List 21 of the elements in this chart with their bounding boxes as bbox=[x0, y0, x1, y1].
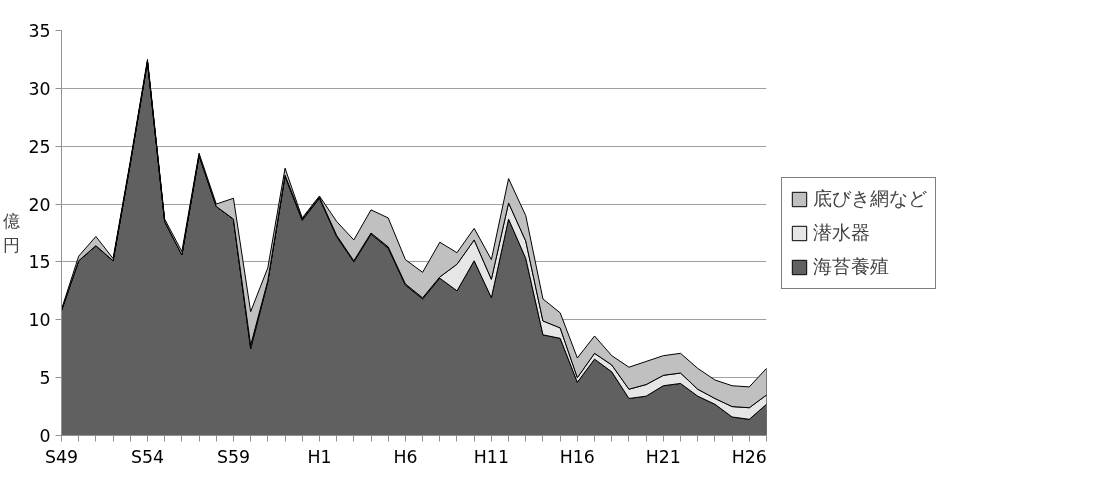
x-tick-label: H1 bbox=[307, 446, 332, 467]
x-tick-label: S54 bbox=[130, 446, 165, 467]
y-tick-label: 30 bbox=[28, 78, 51, 99]
legend-label: 潜水器 bbox=[813, 220, 870, 245]
y-tick-label: 35 bbox=[28, 21, 51, 41]
y-tick-label: 15 bbox=[28, 252, 51, 273]
x-tick-label: H16 bbox=[559, 446, 595, 467]
y-tick-label: 10 bbox=[28, 310, 51, 331]
x-tick-label: S49 bbox=[44, 446, 79, 467]
x-tick-label: H6 bbox=[393, 446, 418, 467]
x-tick-label: H21 bbox=[645, 446, 681, 467]
x-tick-label: H11 bbox=[473, 446, 509, 467]
legend-label: 海苔養殖 bbox=[813, 254, 889, 279]
y-axis-title: 億円 bbox=[3, 211, 21, 255]
y-tick-label: 20 bbox=[28, 194, 51, 215]
y-tick-label: 5 bbox=[39, 368, 51, 389]
legend-label: 底びき網など bbox=[813, 186, 927, 211]
y-tick-label: 25 bbox=[28, 136, 51, 157]
x-tick-label: H26 bbox=[731, 446, 767, 467]
y-tick-label: 0 bbox=[39, 426, 51, 446]
x-tick-label: S59 bbox=[216, 446, 250, 467]
